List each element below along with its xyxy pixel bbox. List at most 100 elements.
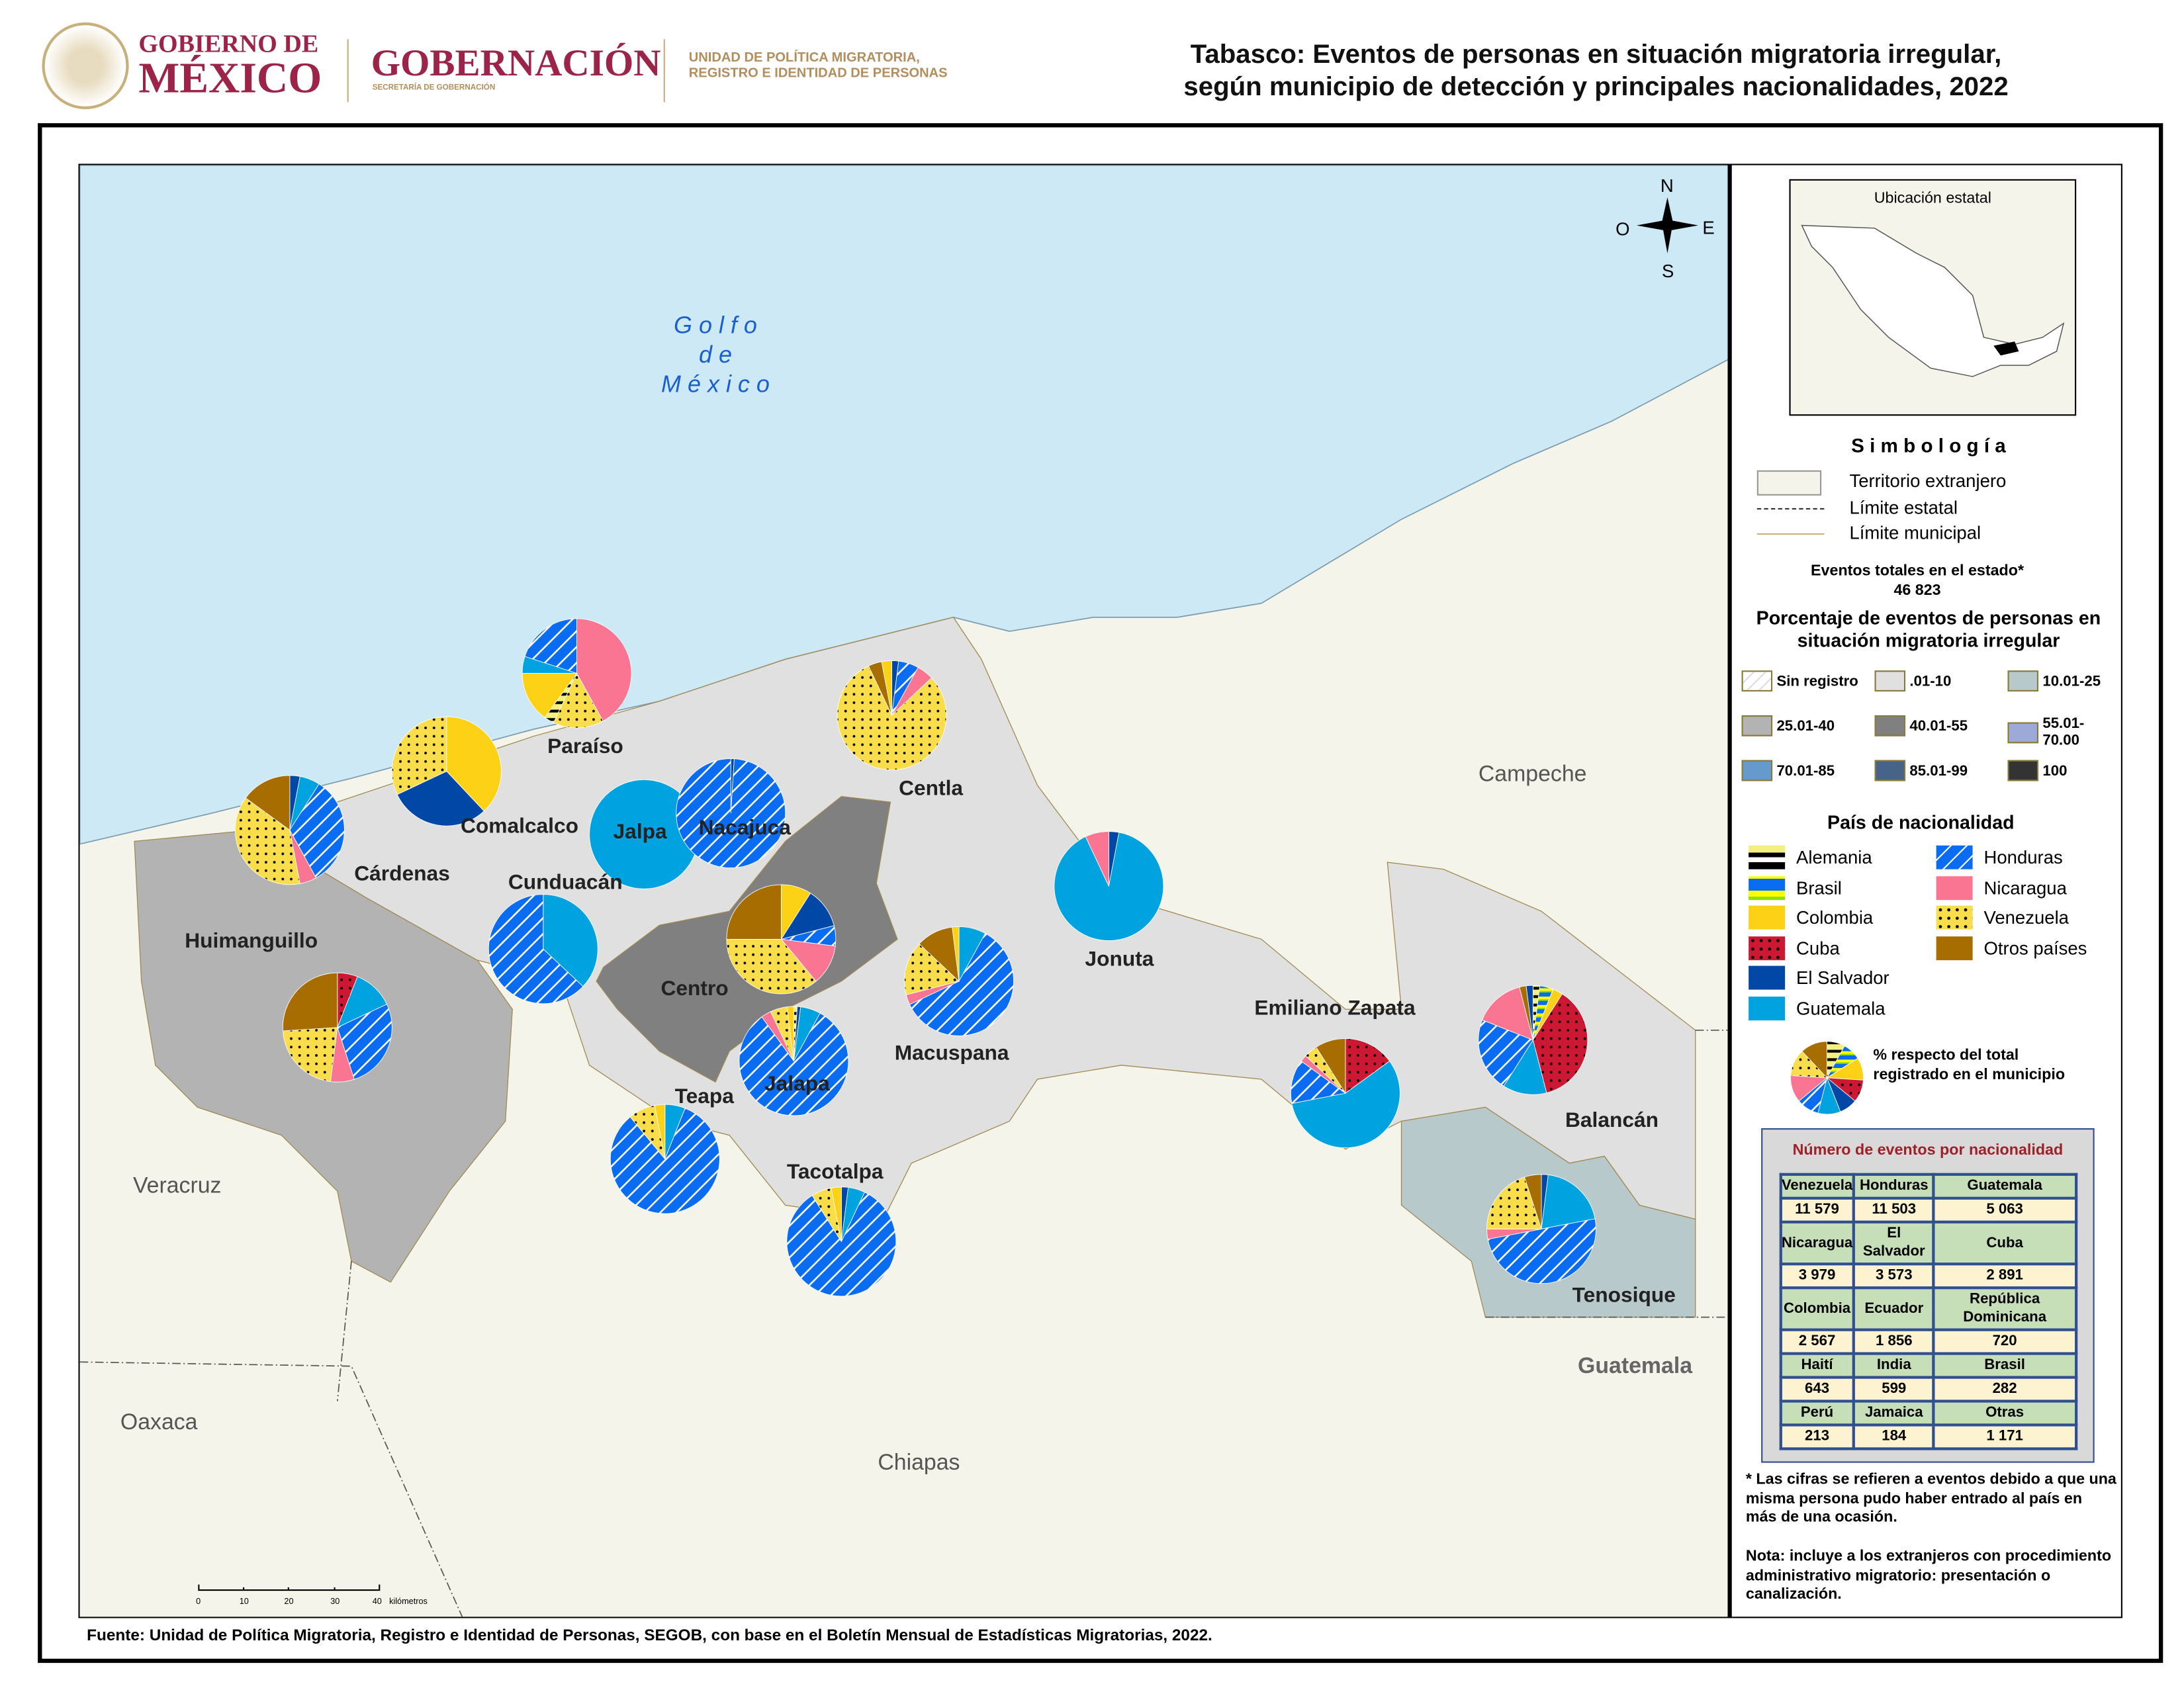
pie-paraiso-slice-colombia	[522, 673, 578, 718]
nationality-label: Alemania	[1796, 846, 1872, 868]
label-guatemala: Guatemala	[1578, 1353, 1693, 1378]
pie-centro-slice-otros-paises	[726, 884, 782, 940]
country-name: Jamaica	[1852, 1399, 1936, 1427]
country-name: Venezuela	[1778, 1173, 1856, 1200]
source-note: Fuente: Unidad de Política Migratoria, R…	[87, 1628, 1212, 1645]
pie-note: % respecto del total registrado en el mu…	[1873, 1045, 2065, 1085]
scale-bar: 0 10 20 30 40 kilómetros	[196, 1584, 428, 1606]
range-label: 85.01-99	[1909, 762, 1968, 779]
pie-cardenas	[234, 775, 345, 885]
event-count: 5 063	[1933, 1196, 2077, 1223]
symbol-state-limit: Límite estatal	[1849, 496, 1958, 518]
pie-balancan-slice-guatemala	[1503, 1039, 1547, 1095]
pie-nacajuca-slice-honduras	[676, 758, 786, 868]
nationality-swatch	[1936, 845, 1973, 869]
country-name: India	[1852, 1352, 1936, 1379]
pie-centro-slice-el-salvador	[780, 893, 835, 940]
nationality-label: Otros países	[1983, 937, 2087, 958]
compass-s: S	[1662, 261, 1674, 281]
gobernacion-logo: GOBERNACIÓN	[371, 42, 661, 84]
nationality-swatch	[1749, 905, 1786, 930]
range-item: 70.01-85	[1741, 760, 1835, 781]
pie-paraiso-slice-honduras	[524, 618, 577, 674]
pie-centla	[837, 660, 947, 770]
range-item: .01-10	[1874, 670, 1952, 692]
range-item: 40.01-55	[1874, 715, 1968, 736]
scale-tick: 20	[284, 1597, 293, 1606]
compass-n: N	[1661, 175, 1674, 196]
pie-emiliano-zapata-slice-guatemala	[1291, 1061, 1400, 1148]
event-count: 720	[1933, 1328, 2077, 1355]
municipio-label-cardenas: Cárdenas	[354, 862, 450, 885]
range-item: Sin registro	[1741, 670, 1858, 692]
pie-huimanguillo-slice-otros-paises	[282, 972, 338, 1032]
event-count: 213	[1778, 1423, 1856, 1450]
gobernacion-sub: SECRETARÍA DE GOBERNACIÓN	[372, 83, 496, 93]
pie-balancan	[1478, 985, 1588, 1095]
range-swatch	[2007, 721, 2038, 743]
legend-sample-pie	[1790, 1041, 1864, 1115]
foreign-swatch	[1756, 470, 1822, 496]
municipio-label-macuspana: Macuspana	[895, 1040, 1009, 1064]
upm-logo-line1: UNIDAD DE POLÍTICA MIGRATORIA,	[688, 50, 920, 66]
pie-tenosique-slice-otros-paises	[1524, 1174, 1542, 1229]
mexico-inset-outline	[1801, 224, 2065, 377]
table-header-row: Venezuela Honduras Guatemala	[1778, 1173, 2077, 1200]
pct-title: Porcentaje de eventos de personas en sit…	[1732, 607, 2125, 652]
range-swatch	[1874, 760, 1906, 781]
pie-macuspana	[904, 926, 1014, 1036]
note-nota: Nota: incluye a los extranjeros con proc…	[1745, 1548, 2112, 1603]
municipio-label-teapa: Teapa	[675, 1084, 735, 1108]
range-label: 70.01-85	[1776, 762, 1835, 779]
nationality-swatch	[1936, 936, 1973, 960]
nationality-label: Nicaragua	[1983, 877, 2067, 899]
nationality-item-nicaragua: Nicaragua	[1936, 875, 2067, 900]
range-swatch	[1741, 760, 1773, 781]
pie-cardenas-slice-otros-paises	[245, 775, 291, 831]
nationality-swatch	[1936, 905, 1973, 930]
municipio-label-centla: Centla	[899, 776, 963, 800]
gobierno-logo-line2: MÉXICO	[138, 53, 322, 103]
pie-comalcalco-slice-el-salvador	[396, 771, 484, 826]
nationality-item-colombia: Colombia	[1749, 905, 1874, 930]
municipio-label-balancan: Balancán	[1565, 1108, 1659, 1132]
header-divider	[347, 39, 349, 103]
pie-centla-slice-colombia	[881, 660, 892, 716]
pie-jalapa-slice-honduras	[739, 1012, 849, 1116]
pie-tacotalpa-slice-colombia	[831, 1186, 842, 1242]
tabasco-map: G o l f o d e M é x i c o Campeche Verac…	[79, 165, 1728, 1617]
event-count: 3 979	[1778, 1263, 1856, 1290]
country-name: Ecuador	[1852, 1286, 1936, 1331]
table-value-row: 213 184 1 171	[1778, 1423, 2077, 1450]
nationality-label: Venezuela	[1983, 907, 2069, 928]
pie-macuspana-slice-colombia	[952, 926, 960, 981]
tabasco-highlight	[1993, 341, 2019, 356]
pie-paraiso	[522, 618, 632, 729]
event-count: 282	[1933, 1376, 2077, 1403]
municipio-label-tenosique: Tenosique	[1572, 1282, 1676, 1306]
label-chiapas: Chiapas	[878, 1450, 960, 1475]
events-table-box: Número de eventos por nacionalidad Venez…	[1761, 1128, 2095, 1463]
municipio-label-huimanguillo: Huimanguillo	[185, 928, 318, 952]
pie-teapa-slice-honduras	[610, 1108, 720, 1214]
state-limit-line	[1756, 508, 1825, 510]
country-name: El Salvador	[1852, 1220, 1936, 1266]
pie-jonuta	[1054, 831, 1164, 941]
nationality-label: Guatemala	[1796, 997, 1886, 1018]
table-value-row: 3 979 3 573 2 891	[1778, 1263, 2077, 1290]
event-count: 2 567	[1778, 1328, 1856, 1355]
municipio-label-comalcalco: Comalcalco	[461, 814, 578, 838]
range-label: .01-10	[1909, 672, 1952, 689]
pie-emiliano-zapata-slice-honduras	[1290, 1061, 1346, 1104]
pie-centla-slice-venezuela	[837, 665, 947, 770]
pie-comalcalco-slice-venezuela	[391, 716, 447, 795]
pie-jonuta-slice-nicaragua	[1085, 831, 1109, 887]
municipio-label-tacotalpa: Tacotalpa	[787, 1159, 884, 1183]
country-name: Otras	[1933, 1399, 2077, 1427]
total-label: Eventos totales en el estado*	[1811, 562, 2025, 580]
range-label: 25.01-40	[1776, 717, 1835, 734]
nationality-label: Colombia	[1796, 907, 1874, 928]
pie-teapa	[610, 1104, 720, 1214]
header-divider	[663, 39, 665, 103]
nationality-swatch	[1749, 996, 1786, 1020]
